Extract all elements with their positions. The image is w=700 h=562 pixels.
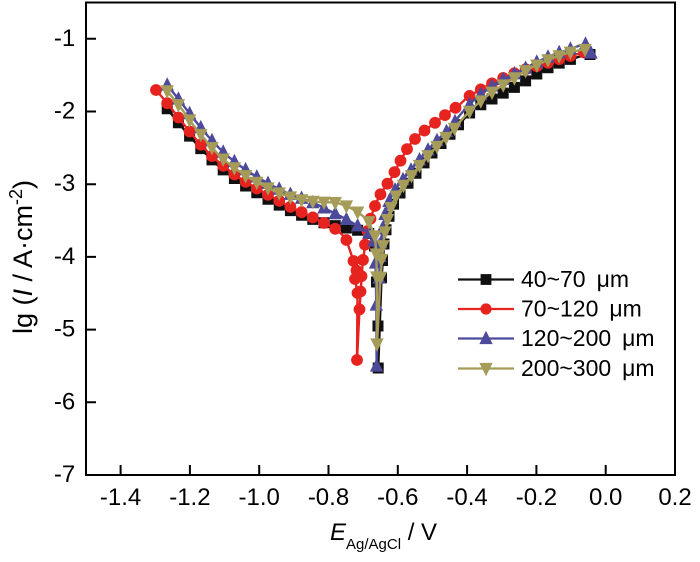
svg-text:EAg/AgCl / V: EAg/AgCl / V: [330, 519, 437, 553]
svg-text:0.2: 0.2: [658, 484, 691, 511]
svg-text:0.0: 0.0: [589, 484, 622, 511]
svg-text:-1.2: -1.2: [169, 484, 210, 511]
svg-text:-0.6: -0.6: [377, 484, 418, 511]
svg-text:-1.4: -1.4: [100, 484, 141, 511]
svg-text:lg (I / A·cm-2): lg (I / A·cm-2): [6, 180, 38, 334]
svg-text:-5: -5: [54, 316, 75, 343]
svg-text:-0.4: -0.4: [446, 484, 487, 511]
svg-text:-0.2: -0.2: [516, 484, 557, 511]
svg-text:-7: -7: [54, 461, 75, 488]
svg-text:120~200 μm: 120~200 μm: [521, 325, 655, 351]
svg-text:70~120 μm: 70~120 μm: [521, 296, 642, 322]
svg-text:-1.0: -1.0: [239, 484, 280, 511]
svg-text:-1: -1: [54, 25, 75, 52]
svg-text:-2: -2: [54, 98, 75, 125]
svg-text:-4: -4: [54, 243, 75, 270]
svg-text:200~300 μm: 200~300 μm: [521, 355, 655, 381]
svg-text:-3: -3: [54, 170, 75, 197]
svg-text:-6: -6: [54, 388, 75, 415]
svg-text:-0.8: -0.8: [308, 484, 349, 511]
svg-text:40~70 μm: 40~70 μm: [521, 266, 629, 292]
